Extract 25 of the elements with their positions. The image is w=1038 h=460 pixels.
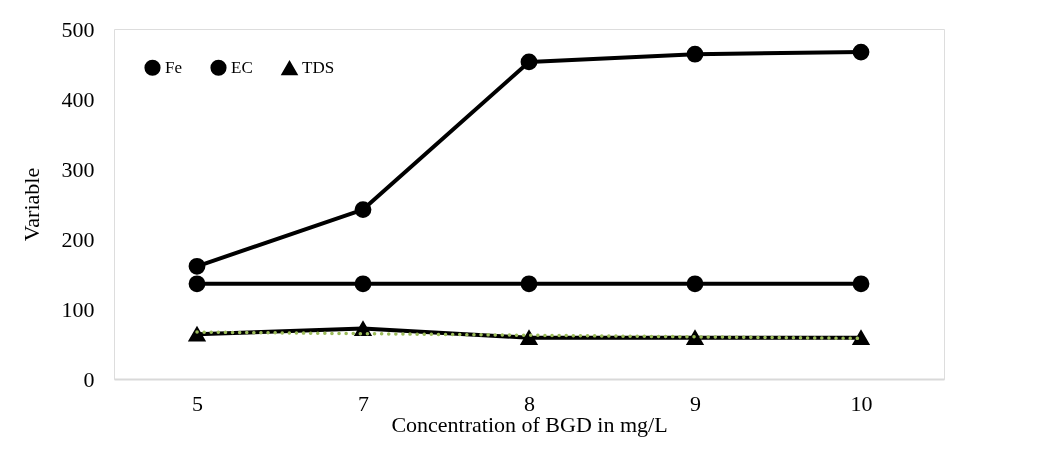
point <box>354 201 372 218</box>
point <box>520 275 538 293</box>
x-tick-label: 5 <box>192 390 203 416</box>
y-tick-label: 0 <box>83 366 95 392</box>
x-tick-label: 9 <box>690 390 701 416</box>
point <box>852 330 870 346</box>
y-axis-title: Variable <box>18 167 44 242</box>
legend-label: TDS <box>302 58 335 78</box>
point <box>188 275 206 293</box>
y-tick-label: 100 <box>61 296 95 322</box>
legend-label: Fe <box>165 57 182 77</box>
point <box>188 257 206 275</box>
point <box>686 275 704 293</box>
point <box>354 275 372 293</box>
point <box>852 43 870 61</box>
x-tick-label: 7 <box>358 390 369 416</box>
y-tick-label: 200 <box>61 226 95 252</box>
y-tick-label: 400 <box>61 86 95 112</box>
legend-label: EC <box>231 57 253 77</box>
point <box>686 45 704 63</box>
x-tick-label: 10 <box>850 390 873 416</box>
y-tick-label: 300 <box>61 156 95 182</box>
point <box>520 53 538 71</box>
y-tick-label: 500 <box>61 16 95 42</box>
point <box>852 275 870 293</box>
